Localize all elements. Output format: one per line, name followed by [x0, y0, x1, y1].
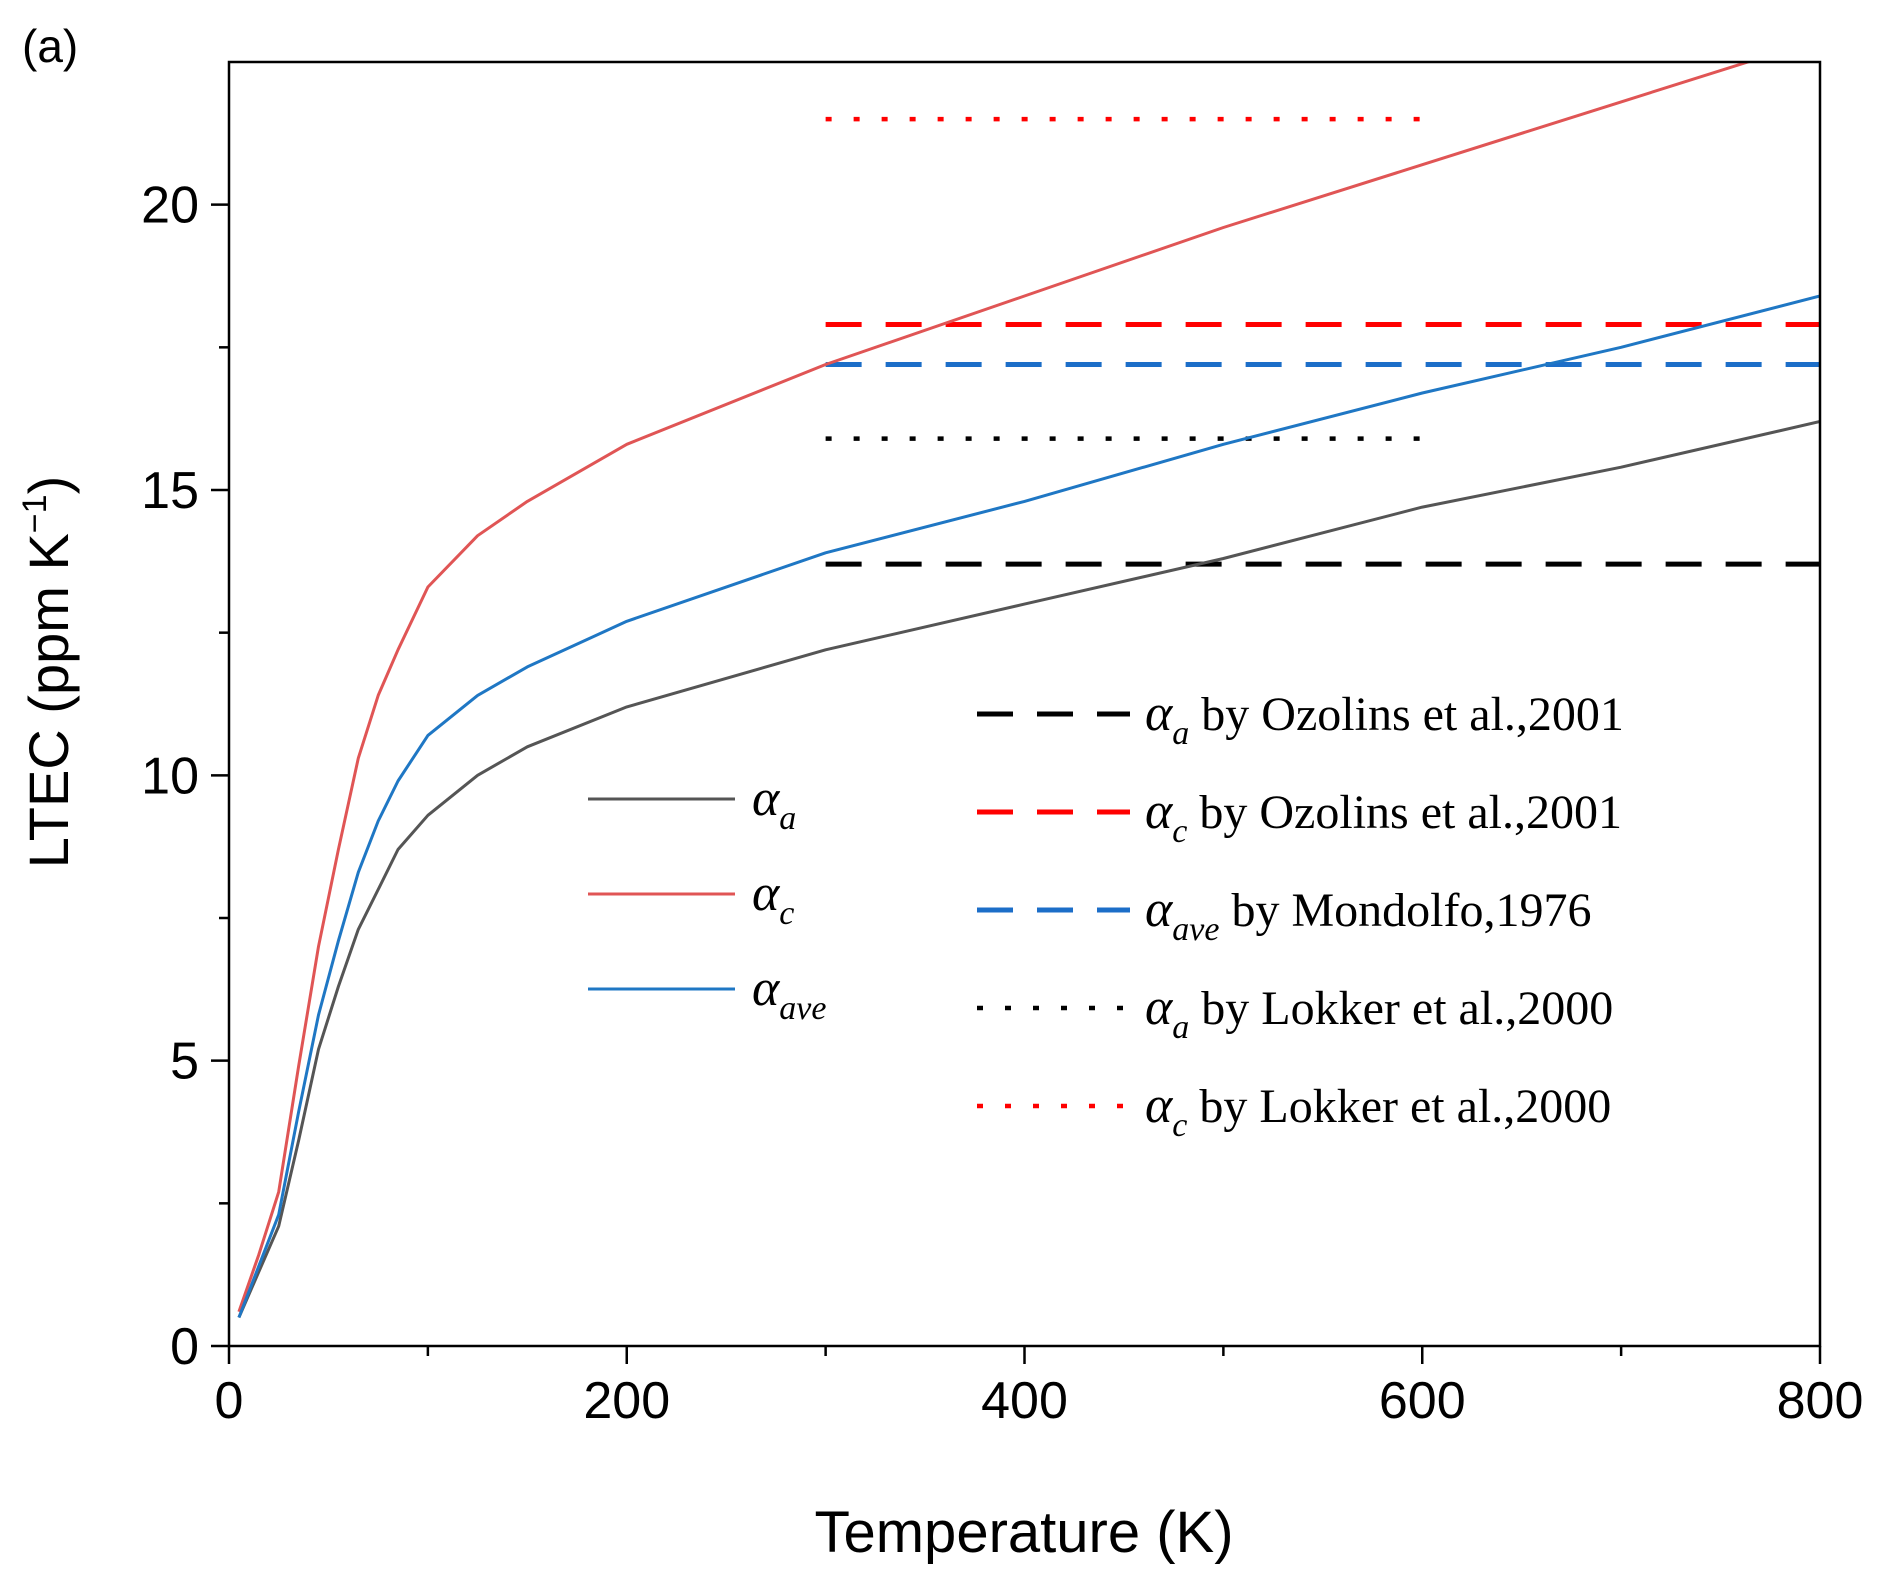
panel-label: (a): [22, 20, 78, 72]
legend-ref-label-1: αc by Ozolins et al.,2001: [1145, 783, 1622, 850]
legend-label-c: αc: [752, 865, 794, 932]
legend-ref-label-2-subscript: ave: [1172, 911, 1219, 948]
legend-ref-label-0-symbol: α: [1145, 685, 1174, 742]
legend-ref-label-3-symbol: α: [1145, 979, 1174, 1036]
x-tick-label-600: 600: [1379, 1372, 1466, 1430]
legend-ref-label-3-subscript: a: [1172, 1009, 1189, 1046]
y-tick-label-10: 10: [141, 747, 199, 805]
reference-lines-layer: [825, 116, 1820, 567]
legend-ref-label-2: αave by Mondolfo,1976: [1145, 881, 1591, 948]
legend-ref-label-4-subscript: c: [1172, 1107, 1187, 1144]
legend-ref-label-3: αa by Lokker et al.,2000: [1145, 979, 1613, 1046]
y-tick-label-5: 5: [170, 1033, 199, 1091]
x-tick-label-200: 200: [583, 1372, 670, 1430]
legend-ref-label-0: αa by Ozolins et al.,2001: [1145, 685, 1624, 752]
legend-ref-label-1-text: by Ozolins et al.,2001: [1187, 786, 1622, 839]
x-tick-label-400: 400: [981, 1372, 1068, 1430]
x-axis-label: Temperature (K): [814, 1500, 1233, 1565]
legend-ref-label-1-symbol: α: [1145, 783, 1174, 840]
legend-label-ave: αave: [752, 960, 826, 1027]
y-axis-label: LTEC (ppm K−1): [16, 476, 80, 868]
series-layer: [237, 62, 1820, 1319]
legend-label-c-subscript: c: [779, 895, 794, 932]
legend-ref-label-4-text: by Lokker et al.,2000: [1187, 1080, 1611, 1133]
x-tick-label-0: 0: [215, 1372, 244, 1430]
legend-ref-label-2-text: by Mondolfo,1976: [1219, 884, 1591, 937]
legend-ref-label-0-subscript: a: [1172, 715, 1189, 752]
y-axis-label-exponent: −1: [16, 494, 54, 533]
legend-label-c-symbol: α: [752, 865, 781, 922]
series-line-c: [237, 62, 1753, 1313]
legend-ref-label-1-subscript: c: [1172, 813, 1187, 850]
y-tick-label-20: 20: [141, 177, 199, 235]
x-tick-label-800: 800: [1777, 1372, 1864, 1430]
y-axis-label-main: LTEC (ppm K: [17, 533, 80, 868]
legend-label-a-symbol: α: [752, 770, 781, 827]
axis-ticks: 0 200 400 600 800 0 5 10 15 20: [141, 177, 1863, 1430]
legend-ref-label-0-text: by Ozolins et al.,2001: [1189, 688, 1624, 741]
legend-ref-label-2-symbol: α: [1145, 881, 1174, 938]
y-axis-label-close: ): [17, 476, 80, 495]
legend-ref-label-4-symbol: α: [1145, 1077, 1174, 1134]
series-line-ave: [237, 294, 1820, 1319]
legend-label-a: αa: [752, 770, 796, 837]
y-tick-label-15: 15: [141, 462, 199, 520]
legend-label-ave-symbol: α: [752, 960, 781, 1017]
series-line-a: [237, 420, 1820, 1319]
legend-ref-label-4: αc by Lokker et al.,2000: [1145, 1077, 1611, 1144]
legend-label-a-subscript: a: [779, 800, 796, 837]
y-tick-label-0: 0: [170, 1318, 199, 1376]
legend-label-ave-subscript: ave: [779, 990, 826, 1027]
legend-ref-label-3-text: by Lokker et al.,2000: [1189, 982, 1613, 1035]
